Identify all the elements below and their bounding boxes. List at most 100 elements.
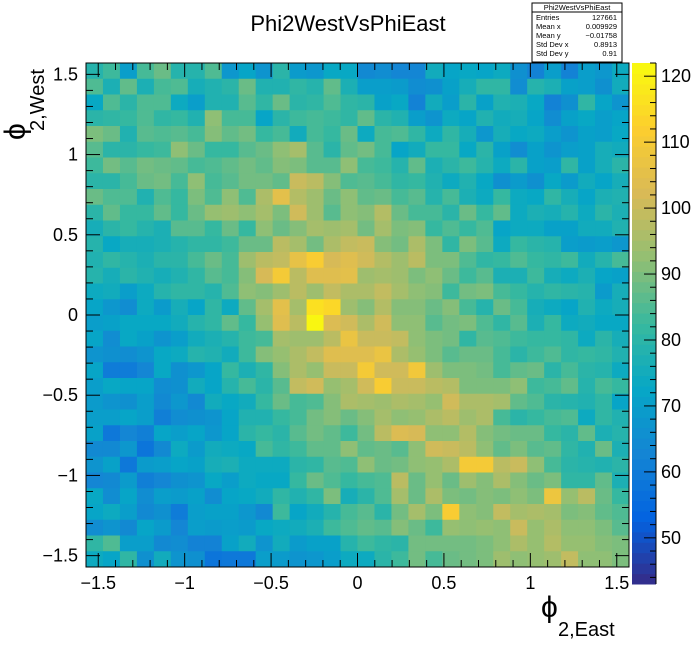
heatmap-cell <box>391 220 409 237</box>
heatmap-cell <box>153 504 172 521</box>
heatmap-cell <box>272 299 291 316</box>
heatmap-cell <box>578 110 596 127</box>
heatmap-cell <box>425 204 443 221</box>
color-scale-step <box>632 511 656 522</box>
heatmap-cell <box>238 173 257 190</box>
heatmap-cell <box>102 362 121 379</box>
heatmap-cell <box>153 472 172 489</box>
heatmap-cell <box>595 126 613 143</box>
heatmap-cell <box>170 283 189 300</box>
heatmap-cell <box>391 393 409 410</box>
heatmap-cell <box>272 157 291 174</box>
heatmap-cell <box>408 141 426 158</box>
heatmap-cells <box>86 63 630 568</box>
heatmap-cell <box>374 535 392 552</box>
heatmap-cell <box>255 110 274 127</box>
heatmap-cell <box>170 63 189 80</box>
heatmap-cell <box>187 456 206 473</box>
heatmap-cell <box>595 346 613 363</box>
heatmap-cell <box>289 519 308 536</box>
heatmap-cell <box>306 362 325 379</box>
heatmap-cell <box>544 488 562 505</box>
heatmap-cell <box>86 252 104 269</box>
heatmap-cell <box>340 94 358 111</box>
heatmap-cell <box>544 472 562 489</box>
heatmap-cell <box>238 519 257 536</box>
heatmap-cell <box>187 472 206 489</box>
color-scale-step <box>632 94 656 106</box>
heatmap-cell <box>544 441 562 458</box>
heatmap-cell <box>578 472 596 489</box>
heatmap-cell <box>255 330 274 347</box>
heatmap-cell <box>357 346 375 363</box>
heatmap-cell <box>204 78 223 95</box>
heatmap-cell <box>425 504 443 521</box>
heatmap-cell <box>391 94 409 111</box>
heatmap-cell <box>306 299 325 316</box>
heatmap-cell <box>340 236 358 253</box>
heatmap-cell <box>153 173 172 190</box>
heatmap-cell <box>102 346 121 363</box>
heatmap-cell <box>136 488 155 505</box>
z-tick-label: 70 <box>661 396 681 416</box>
heatmap-cell <box>561 315 579 332</box>
heatmap-cell <box>102 78 121 95</box>
heatmap-cell <box>544 504 562 521</box>
heatmap-cell <box>578 299 596 316</box>
heatmap-cell <box>102 488 121 505</box>
heatmap-cell <box>476 504 494 521</box>
heatmap-cell <box>119 126 138 143</box>
heatmap-cell <box>289 94 308 111</box>
heatmap-cell <box>391 519 409 536</box>
heatmap-cell <box>408 157 426 174</box>
heatmap-cell <box>442 315 460 332</box>
heatmap-cell <box>306 456 325 473</box>
heatmap-cell <box>340 315 358 332</box>
heatmap-cell <box>306 267 325 284</box>
heatmap-cell <box>204 378 223 395</box>
heatmap-cell <box>425 141 443 158</box>
heatmap-cell <box>204 535 223 552</box>
heatmap-cell <box>170 472 189 489</box>
heatmap-cell <box>289 393 308 410</box>
heatmap-cell <box>391 409 409 426</box>
color-scale-step <box>632 479 656 491</box>
heatmap-cell <box>459 157 477 174</box>
heatmap-cell <box>170 110 189 127</box>
heatmap-cell <box>340 157 358 174</box>
heatmap-cell <box>136 126 155 143</box>
heatmap-cell <box>221 94 240 111</box>
color-scale-step <box>632 521 656 533</box>
heatmap-cell <box>306 126 325 143</box>
heatmap-cell <box>374 330 392 347</box>
heatmap-cell <box>187 441 206 458</box>
heatmap-cell <box>408 252 426 269</box>
heatmap-cell <box>170 252 189 269</box>
heatmap-cell <box>306 78 325 95</box>
heatmap-cell <box>86 472 104 489</box>
heatmap-cell <box>102 220 121 237</box>
heatmap-cell <box>153 362 172 379</box>
heatmap-cell <box>221 283 240 300</box>
heatmap-cell <box>493 535 511 552</box>
heatmap-cell <box>187 220 206 237</box>
heatmap-cell <box>374 283 392 300</box>
heatmap-cell <box>102 551 121 568</box>
heatmap-cell <box>561 78 579 95</box>
heatmap-cell <box>442 157 460 174</box>
heatmap-cell <box>493 472 511 489</box>
heatmap-cell <box>459 425 477 442</box>
heatmap-cell <box>306 519 325 536</box>
heatmap-cell <box>561 267 579 284</box>
heatmap-cell <box>86 409 104 426</box>
heatmap-cell <box>221 78 240 95</box>
color-scale-step <box>632 490 656 502</box>
heatmap-cell <box>391 141 409 158</box>
heatmap-cell <box>425 519 443 536</box>
heatmap-cell <box>561 94 579 111</box>
color-scale-step <box>632 448 656 460</box>
heatmap-cell <box>459 330 477 347</box>
heatmap-cell <box>595 409 613 426</box>
heatmap-cell <box>612 126 630 143</box>
heatmap-cell <box>153 204 172 221</box>
